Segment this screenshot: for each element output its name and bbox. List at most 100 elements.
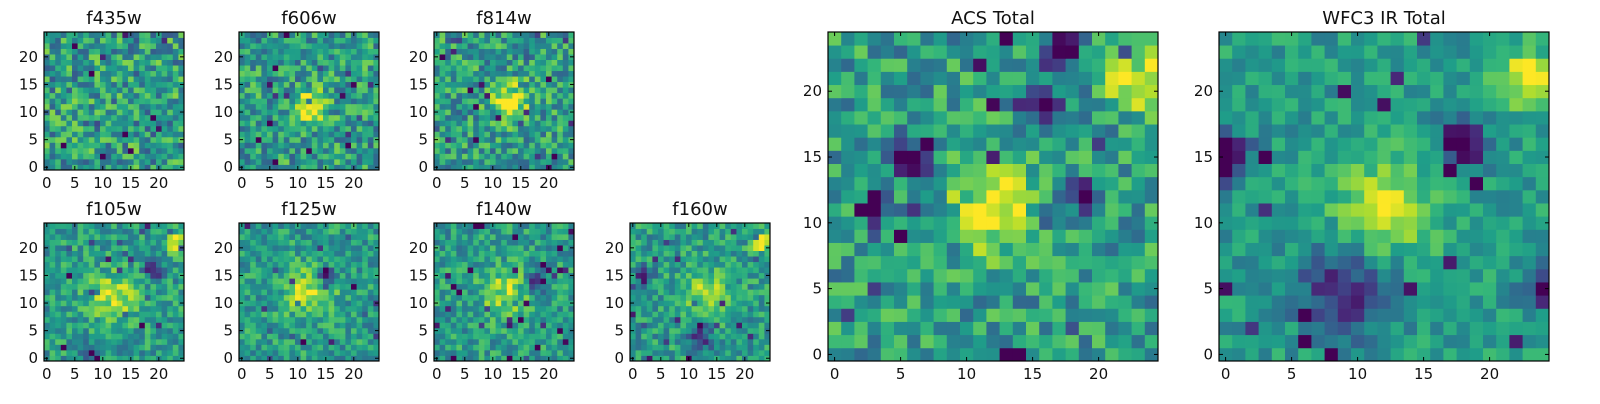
heatmap-cell	[72, 131, 78, 137]
heatmap-cell	[563, 284, 569, 290]
heatmap-cell	[535, 54, 541, 60]
heatmap-cell	[468, 148, 474, 154]
heatmap-cell	[66, 93, 72, 99]
heatmap-cell	[841, 269, 855, 283]
heatmap-cell	[167, 142, 173, 148]
heatmap-cell	[947, 203, 961, 217]
heatmap-cell	[351, 76, 357, 82]
heatmap-cell	[692, 234, 698, 240]
heatmap-cell	[150, 273, 156, 279]
heatmap-cell	[647, 333, 653, 339]
heatmap-cell	[451, 306, 457, 312]
heatmap-cell	[708, 240, 714, 246]
heatmap-cell	[697, 295, 703, 301]
heatmap-cell	[703, 273, 709, 279]
heatmap-cell	[529, 256, 535, 262]
heatmap-cell	[122, 223, 128, 229]
heatmap-cell	[66, 71, 72, 77]
heatmap-cell	[50, 273, 56, 279]
heatmap-cell	[66, 267, 72, 273]
heatmap-cell	[501, 311, 507, 317]
heatmap-cell	[66, 289, 72, 295]
heatmap-cell	[66, 295, 72, 301]
heatmap-cell	[134, 120, 140, 126]
heatmap-cell	[111, 153, 117, 159]
heatmap-cell	[284, 284, 290, 290]
heatmap-cell	[563, 256, 569, 262]
heatmap-cell	[697, 306, 703, 312]
heatmap-cell	[100, 339, 106, 345]
heatmap-cell	[445, 60, 451, 66]
heatmap-cell	[61, 306, 67, 312]
heatmap-cell	[111, 284, 117, 290]
heatmap-cell	[658, 300, 664, 306]
heatmap-cell	[828, 203, 842, 217]
heatmap-cell	[1079, 164, 1093, 178]
heatmap-cell	[250, 109, 256, 115]
heatmap-cell	[524, 82, 530, 88]
heatmap-cell	[468, 131, 474, 137]
heatmap-cell	[512, 148, 518, 154]
heatmap-cell	[340, 82, 346, 88]
heatmap-cell	[345, 38, 351, 44]
heatmap-cell	[134, 60, 140, 66]
heatmap-cell	[479, 38, 485, 44]
heatmap-cell	[529, 71, 535, 77]
heatmap-cell	[680, 328, 686, 334]
heatmap-cell	[652, 344, 658, 350]
heatmap-cell	[664, 262, 670, 268]
heatmap-cell	[440, 289, 446, 295]
heatmap-cell	[78, 148, 84, 154]
x-tick-label: 5	[656, 365, 666, 383]
heatmap-cell	[484, 54, 490, 60]
heatmap-cell	[664, 317, 670, 323]
heatmap-cell	[557, 322, 563, 328]
heatmap-cell	[462, 76, 468, 82]
heatmap-cell	[323, 131, 329, 137]
heatmap-cell	[462, 104, 468, 110]
heatmap-cell	[78, 159, 84, 165]
heatmap-cell	[345, 284, 351, 290]
heatmap-cell	[256, 93, 262, 99]
heatmap-cell	[512, 317, 518, 323]
heatmap-cell	[173, 82, 179, 88]
heatmap-cell	[563, 126, 569, 132]
heatmap-cell	[44, 284, 50, 290]
heatmap-cell	[334, 251, 340, 257]
heatmap-cell	[362, 148, 368, 154]
heatmap-cell	[557, 93, 563, 99]
heatmap-cell	[462, 295, 468, 301]
heatmap-cell	[742, 328, 748, 334]
heatmap-cell	[697, 262, 703, 268]
heatmap-cell	[117, 104, 123, 110]
heatmap-cell	[150, 60, 156, 66]
heatmap-cell	[675, 311, 681, 317]
heatmap-cell	[55, 251, 61, 257]
heatmap-cell	[44, 71, 50, 77]
heatmap-cell	[540, 87, 546, 93]
heatmap-cell	[256, 148, 262, 154]
heatmap-cell	[50, 223, 56, 229]
heatmap-cell	[725, 262, 731, 268]
heatmap-cell	[451, 300, 457, 306]
heatmap-cell	[44, 278, 50, 284]
heatmap-cell	[440, 245, 446, 251]
heatmap-cell	[117, 153, 123, 159]
heatmap-cell	[122, 159, 128, 165]
heatmap-cell	[456, 306, 462, 312]
heatmap-cell	[473, 137, 479, 143]
heatmap-cell	[652, 311, 658, 317]
heatmap-cell	[462, 333, 468, 339]
heatmap-cell	[557, 273, 563, 279]
heatmap-cell	[501, 137, 507, 143]
heatmap-cell	[72, 322, 78, 328]
heatmap-cell	[524, 256, 530, 262]
heatmap-cell	[111, 267, 117, 273]
heatmap-cell	[128, 148, 134, 154]
heatmap-cell	[680, 289, 686, 295]
heatmap-cell	[267, 82, 273, 88]
heatmap-cell	[284, 267, 290, 273]
heatmap-cell	[828, 243, 842, 257]
heatmap-cell	[267, 339, 273, 345]
